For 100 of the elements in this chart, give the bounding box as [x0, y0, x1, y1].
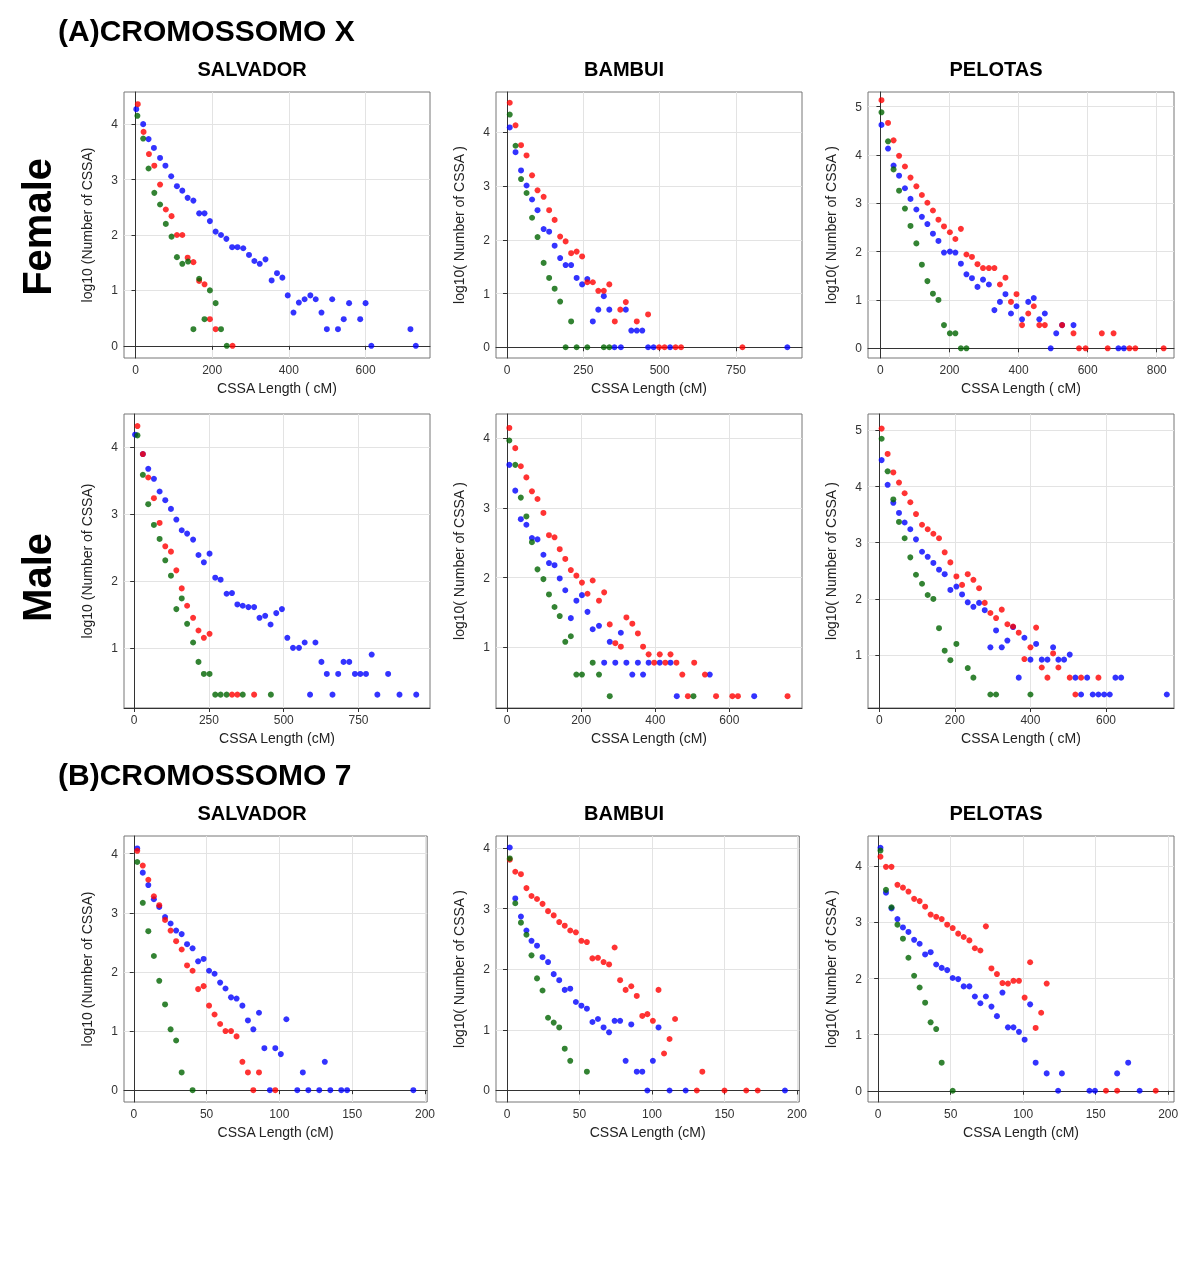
- text: (B)CROMOSSOMO 7: [57, 757, 353, 793]
- y-tick-label: 3: [111, 905, 119, 920]
- y-tick-label: 2: [483, 962, 491, 977]
- y-tick-label: 4: [111, 846, 119, 861]
- x-tick-label: 0: [503, 1107, 511, 1121]
- y-tick-label: 5: [855, 99, 863, 114]
- chart-title: SALVADOR: [197, 58, 308, 80]
- x-axis-title: CSSA Length (cM): [219, 729, 335, 746]
- x-tick-label: 50: [199, 1107, 214, 1121]
- x-tick-label: 600: [355, 363, 376, 377]
- y-tick-label: 3: [483, 179, 491, 194]
- chart-title: SALVADOR: [197, 802, 308, 824]
- y-tick-label: 3: [855, 196, 863, 211]
- y-tick-label: 2: [111, 227, 119, 242]
- x-tick-label: 750: [726, 363, 747, 377]
- y-tick-label: 1: [855, 292, 863, 307]
- x-axis-title: CSSA Length (cM): [589, 1123, 706, 1140]
- x-axis-title: CSSA Length (cM): [591, 379, 707, 396]
- x-tick-label: 600: [1095, 713, 1117, 727]
- text: Male: [14, 532, 60, 622]
- x-tick-label: 0: [875, 713, 883, 727]
- x-tick-label: 0: [503, 363, 511, 377]
- y-axis-title: log10 (Number of CSSA): [79, 147, 95, 303]
- x-tick-label: 0: [130, 713, 138, 727]
- y-tick-label: 4: [483, 431, 491, 446]
- y-tick-label: 4: [855, 479, 863, 494]
- x-tick-label: 150: [1085, 1107, 1107, 1121]
- x-tick-label: 0: [877, 363, 885, 377]
- x-tick-label: 800: [1146, 363, 1168, 377]
- x-tick-label: 500: [273, 713, 295, 727]
- x-tick-label: 0: [874, 1107, 882, 1121]
- y-tick-label: 2: [855, 244, 863, 259]
- x-tick-label: 200: [571, 713, 592, 727]
- x-tick-label: 250: [198, 713, 220, 727]
- y-axis-title: log10 (Number of CSSA): [79, 483, 95, 639]
- x-axis-title: CSSA Length (cM): [963, 1123, 1079, 1140]
- x-tick-label: 400: [278, 363, 300, 377]
- y-tick-label: 1: [855, 1027, 863, 1042]
- y-tick-label: 3: [111, 507, 119, 522]
- chart-title: PELOTAS: [949, 58, 1043, 80]
- y-tick-label: 2: [855, 971, 863, 986]
- x-tick-label: 100: [641, 1107, 663, 1121]
- y-tick-label: 4: [111, 440, 119, 455]
- chart-title: BAMBUI: [584, 58, 664, 80]
- y-axis-title: log10( Number of CSSA ): [451, 482, 467, 640]
- y-axis-title: log10( Number of CSSA ): [451, 146, 467, 304]
- y-tick-label: 3: [483, 901, 491, 916]
- y-axis-title: log10( Number of CSSA ): [451, 890, 467, 1048]
- y-tick-label: 4: [855, 147, 863, 162]
- x-tick-label: 200: [786, 1107, 808, 1121]
- x-tick-label: 0: [132, 363, 140, 377]
- y-tick-label: 4: [483, 841, 491, 856]
- x-tick-label: 200: [414, 1107, 436, 1121]
- text: Female: [14, 158, 60, 296]
- x-tick-label: 200: [939, 363, 960, 377]
- y-tick-label: 4: [855, 859, 863, 874]
- y-tick-label: 3: [855, 535, 863, 550]
- y-tick-label: 0: [483, 340, 491, 355]
- y-tick-label: 0: [855, 341, 863, 356]
- x-tick-label: 200: [1158, 1107, 1179, 1121]
- y-tick-label: 0: [855, 1083, 863, 1098]
- y-axis-title: log10( Number of CSSA ): [823, 146, 839, 304]
- y-tick-label: 1: [855, 648, 863, 663]
- y-tick-label: 3: [855, 915, 863, 930]
- text: (A)CROMOSSOMO X: [57, 13, 356, 49]
- y-tick-label: 1: [111, 283, 119, 298]
- x-tick-label: 50: [943, 1107, 958, 1121]
- x-tick-label: 400: [1020, 713, 1041, 727]
- x-axis-title: CSSA Length ( cM): [217, 379, 337, 396]
- y-tick-label: 4: [111, 117, 119, 132]
- x-tick-label: 50: [572, 1107, 587, 1121]
- x-tick-label: 750: [348, 713, 369, 727]
- x-tick-label: 250: [573, 363, 594, 377]
- x-tick-label: 0: [503, 713, 511, 727]
- x-tick-label: 600: [719, 713, 740, 727]
- y-tick-label: 3: [111, 172, 119, 187]
- y-tick-label: 0: [111, 1083, 119, 1098]
- x-tick-label: 150: [342, 1107, 363, 1121]
- y-axis-title: log10( Number of CSSA ): [823, 482, 839, 640]
- x-tick-label: 100: [1013, 1107, 1034, 1121]
- x-axis-title: CSSA Length (cM): [591, 729, 707, 746]
- y-tick-label: 3: [483, 501, 491, 516]
- x-tick-label: 600: [1077, 363, 1098, 377]
- y-tick-label: 4: [483, 125, 491, 140]
- y-axis-title: log10( Number of CSSA ): [823, 890, 839, 1048]
- x-axis-title: CSSA Length (cM): [217, 1123, 334, 1140]
- y-axis-title: log10 (Number of CSSA): [79, 891, 95, 1047]
- y-tick-label: 0: [111, 338, 119, 353]
- x-tick-label: 400: [645, 713, 666, 727]
- y-tick-label: 1: [483, 640, 491, 655]
- y-tick-label: 2: [111, 964, 119, 979]
- x-axis-title: CSSA Length ( cM): [961, 379, 1081, 396]
- x-tick-label: 200: [202, 363, 223, 377]
- y-tick-label: 0: [483, 1083, 491, 1098]
- x-tick-label: 0: [130, 1107, 138, 1121]
- x-axis-title: CSSA Length ( cM): [961, 729, 1081, 746]
- x-tick-label: 200: [944, 713, 966, 727]
- y-tick-label: 2: [483, 232, 491, 247]
- y-tick-label: 1: [483, 286, 491, 301]
- y-tick-label: 2: [855, 591, 863, 606]
